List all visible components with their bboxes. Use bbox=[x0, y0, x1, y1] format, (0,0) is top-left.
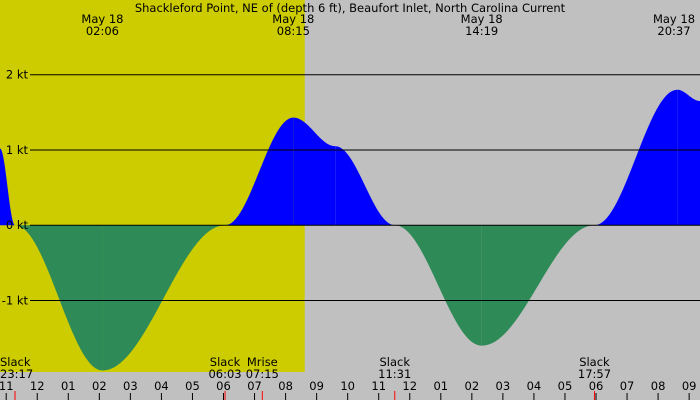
x-tick-label: 11 bbox=[0, 379, 14, 393]
peak-time-label: 20:37 bbox=[657, 24, 690, 38]
event-label: Slack bbox=[0, 355, 31, 369]
x-tick-label: 01 bbox=[433, 379, 448, 393]
x-tick-label: 02 bbox=[465, 379, 480, 393]
flood-area bbox=[0, 148, 15, 226]
ebb-area bbox=[14, 225, 103, 371]
peak-date-label: May 18 bbox=[653, 12, 695, 26]
y-tick-label: 2 kt bbox=[6, 68, 29, 82]
event-label: Slack bbox=[579, 355, 610, 369]
event-label: Slack bbox=[379, 355, 410, 369]
event-time-label: 06:03 bbox=[208, 367, 241, 381]
flood-area bbox=[335, 146, 395, 226]
y-tick-label: -1 kt bbox=[2, 293, 29, 307]
chart-title: Shackleford Point, NE of (depth 6 ft), B… bbox=[135, 1, 566, 15]
peak-date-label: May 18 bbox=[461, 12, 503, 26]
event-label: Mrise bbox=[247, 355, 278, 369]
x-tick-label: 10 bbox=[340, 379, 355, 393]
peak-time-label: 08:15 bbox=[277, 24, 310, 38]
x-tick-label: 06 bbox=[216, 379, 231, 393]
event-label: Slack bbox=[210, 355, 241, 369]
ebb-area bbox=[102, 225, 226, 371]
x-tick-label: 04 bbox=[154, 379, 169, 393]
x-tick-label: 11 bbox=[371, 379, 386, 393]
event-time-label: 23:17 bbox=[0, 367, 33, 381]
ebb-area bbox=[394, 225, 482, 346]
ebb-area bbox=[481, 225, 595, 346]
flood-area bbox=[594, 89, 678, 226]
x-tick-label: 03 bbox=[123, 379, 138, 393]
gridlines: 2 kt 1 kt 0 kt -1 kt bbox=[2, 68, 700, 307]
x-tick-label: 08 bbox=[651, 379, 666, 393]
y-tick-label: 0 kt bbox=[6, 218, 29, 232]
x-tick-label: 12 bbox=[402, 379, 417, 393]
event-time-label: 17:57 bbox=[578, 367, 611, 381]
flood-area bbox=[677, 89, 700, 226]
x-tick-label: 06 bbox=[589, 379, 604, 393]
event-time-label: 07:15 bbox=[246, 367, 279, 381]
y-tick-label: 1 kt bbox=[6, 143, 29, 157]
x-tick-label: 03 bbox=[496, 379, 511, 393]
event-labels: Slack23:17Slack06:03Mrise07:15Slack11:31… bbox=[0, 355, 611, 400]
peak-date-label: May 18 bbox=[272, 12, 314, 26]
peak-time-label: 14:19 bbox=[465, 24, 498, 38]
current-areas bbox=[0, 89, 700, 371]
x-tick-label: 08 bbox=[278, 379, 293, 393]
event-time-label: 11:31 bbox=[378, 367, 411, 381]
x-tick-label: 05 bbox=[185, 379, 200, 393]
x-tick-label: 09 bbox=[309, 379, 324, 393]
x-tick-label: 07 bbox=[247, 379, 262, 393]
x-tick-label: 09 bbox=[682, 379, 697, 393]
x-tick-label: 07 bbox=[620, 379, 635, 393]
x-tick-label: 12 bbox=[30, 379, 45, 393]
x-tick-label: 04 bbox=[527, 379, 542, 393]
flood-area bbox=[293, 117, 336, 226]
x-tick-label: 01 bbox=[61, 379, 76, 393]
peak-date-label: May 18 bbox=[81, 12, 123, 26]
x-tick-label: 05 bbox=[558, 379, 573, 393]
x-tick-label: 02 bbox=[92, 379, 107, 393]
flood-area bbox=[225, 117, 294, 226]
x-axis: 11 12 01 02 03 04 05 06 07 08 09 10 11 12 01 02 03 04 05 06… bbox=[0, 379, 696, 400]
peak-time-label: 02:06 bbox=[86, 24, 119, 38]
